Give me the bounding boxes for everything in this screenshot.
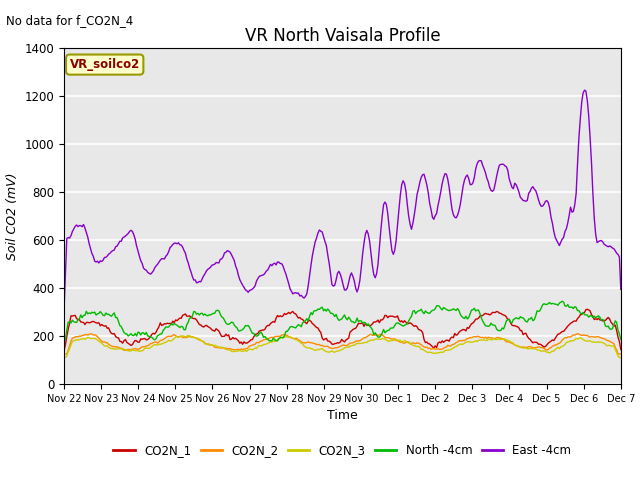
CO2N_3 [412,343,419,349]
CO2N_1 [617,347,625,352]
CO2N_3 [463,339,471,345]
CO2N_1 [127,343,135,348]
CO2N_1 [60,348,68,354]
Line: CO2N_3: CO2N_3 [64,336,621,358]
Line: East -4cm: East -4cm [64,90,621,311]
North -4cm [465,315,472,321]
North -4cm [60,338,68,344]
East -4cm [580,87,588,93]
CO2N_2 [462,336,470,342]
CO2N_3 [467,339,474,345]
North -4cm [127,331,135,336]
North -4cm [617,336,625,342]
CO2N_3 [60,355,68,360]
CO2N_2 [465,336,472,341]
East -4cm [60,308,68,313]
CO2N_2 [60,351,68,357]
Line: CO2N_1: CO2N_1 [64,309,621,351]
Legend: CO2N_1, CO2N_2, CO2N_3, North -4cm, East -4cm: CO2N_1, CO2N_2, CO2N_3, North -4cm, East… [109,440,576,462]
CO2N_2 [127,347,135,353]
CO2N_3 [282,334,290,340]
Line: North -4cm: North -4cm [64,301,621,341]
CO2N_3 [617,355,625,360]
CO2N_2 [281,332,289,338]
North -4cm [281,333,289,338]
East -4cm [127,228,135,233]
CO2N_2 [573,331,581,336]
CO2N_1 [584,306,591,312]
Line: CO2N_2: CO2N_2 [64,334,621,354]
North -4cm [462,313,470,319]
East -4cm [465,176,472,181]
CO2N_1 [241,340,249,346]
CO2N_1 [410,324,418,329]
CO2N_3 [243,348,251,354]
CO2N_3 [127,348,135,354]
East -4cm [241,287,249,293]
CO2N_1 [462,328,470,334]
East -4cm [462,174,470,180]
Text: No data for f_CO2N_4: No data for f_CO2N_4 [6,14,134,27]
CO2N_1 [281,311,289,316]
X-axis label: Time: Time [327,409,358,422]
CO2N_2 [410,340,418,346]
CO2N_2 [241,346,249,352]
Title: VR North Vaisala Profile: VR North Vaisala Profile [244,27,440,45]
CO2N_3 [184,333,192,338]
East -4cm [410,212,418,218]
CO2N_2 [617,351,625,357]
Y-axis label: Soil CO2 (mV): Soil CO2 (mV) [6,172,19,260]
East -4cm [617,287,625,292]
East -4cm [281,267,289,273]
North -4cm [558,299,566,304]
North -4cm [410,308,418,313]
Text: VR_soilco2: VR_soilco2 [70,58,140,71]
CO2N_1 [465,325,472,331]
North -4cm [241,323,249,328]
